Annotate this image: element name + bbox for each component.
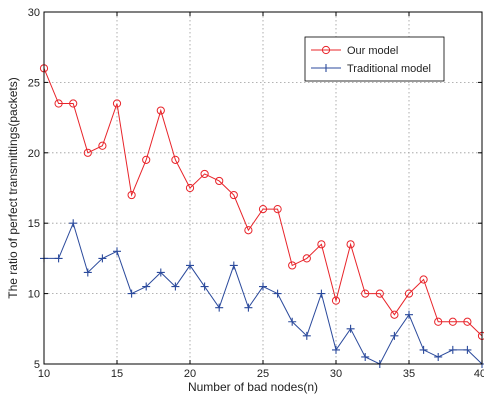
data-point	[83, 148, 92, 157]
x-tick-label: 10	[38, 368, 50, 380]
data-point	[317, 240, 326, 249]
data-point	[302, 331, 311, 340]
data-point	[142, 282, 151, 291]
data-point	[448, 345, 457, 354]
data-point	[404, 289, 414, 298]
data-point	[156, 106, 165, 115]
data-point	[434, 317, 443, 326]
data-point	[215, 303, 224, 312]
data-point	[112, 99, 122, 108]
x-tick-label: 30	[330, 368, 342, 380]
legend: Our model Traditional model	[304, 36, 445, 82]
data-point	[186, 261, 194, 270]
data-point	[171, 155, 180, 164]
data-point	[346, 324, 355, 333]
data-point	[185, 183, 195, 193]
y-tick-label: 15	[28, 218, 40, 230]
data-point	[259, 282, 267, 291]
data-point	[448, 317, 457, 326]
data-point	[302, 254, 311, 263]
y-tick-label: 20	[28, 148, 40, 160]
grid	[44, 12, 482, 364]
y-tick-label: 25	[28, 77, 40, 89]
data-point	[229, 190, 238, 200]
y-tick-label: 5	[34, 359, 40, 371]
data-point	[346, 240, 355, 249]
data-point	[258, 205, 268, 214]
data-point	[317, 289, 326, 298]
x-tick-label: 40	[474, 368, 484, 380]
x-tick-label: 20	[184, 368, 196, 380]
data-point	[273, 205, 282, 214]
data-point	[142, 155, 151, 164]
data-point	[361, 289, 370, 298]
legend-item: Our model	[311, 45, 398, 57]
data-point	[375, 289, 384, 298]
data-point	[434, 352, 443, 361]
x-tick-label: 25	[257, 368, 269, 380]
data-point	[127, 289, 136, 298]
data-point	[200, 169, 209, 179]
data-point	[244, 303, 253, 312]
y-tick-label: 10	[28, 289, 40, 301]
data-point	[113, 247, 121, 256]
legend-item: Traditional model	[311, 63, 431, 75]
data-point	[419, 345, 428, 354]
data-point	[332, 345, 340, 354]
data-point	[200, 282, 209, 291]
data-point	[331, 296, 341, 305]
data-point	[98, 254, 107, 263]
data-point	[288, 261, 297, 270]
data-point	[288, 317, 297, 326]
data-point	[229, 261, 238, 270]
data-point	[83, 268, 92, 277]
x-tick-label: 35	[403, 368, 415, 380]
data-point	[361, 352, 370, 361]
legend-label: Traditional model	[347, 63, 431, 75]
y-axis-label: The ratio of perfect transmittings(packe…	[6, 77, 20, 298]
data-point	[463, 345, 472, 354]
series-line	[43, 68, 483, 337]
data-point	[390, 310, 399, 319]
data-point	[54, 99, 63, 108]
data-point	[98, 141, 107, 150]
data-point	[419, 275, 428, 284]
data-point	[215, 176, 224, 186]
data-point	[244, 226, 253, 235]
data-point	[171, 282, 180, 291]
legend-label: Our model	[347, 45, 398, 57]
data-point	[390, 331, 399, 340]
legend-marker	[322, 64, 330, 72]
data-point	[463, 317, 472, 326]
x-tick-label: 15	[111, 368, 123, 380]
data-point	[127, 190, 136, 200]
data-point	[69, 99, 78, 108]
legend-marker	[321, 45, 331, 55]
y-tick-label: 30	[28, 7, 40, 19]
x-axis-label: Number of bad nodes(n)	[188, 380, 318, 394]
data-point	[54, 254, 63, 263]
data-point	[273, 289, 282, 298]
data-point	[156, 268, 165, 277]
legend-box	[304, 36, 445, 82]
data-point	[405, 310, 413, 319]
data-point	[69, 219, 78, 228]
series-traditional-model	[40, 219, 484, 368]
